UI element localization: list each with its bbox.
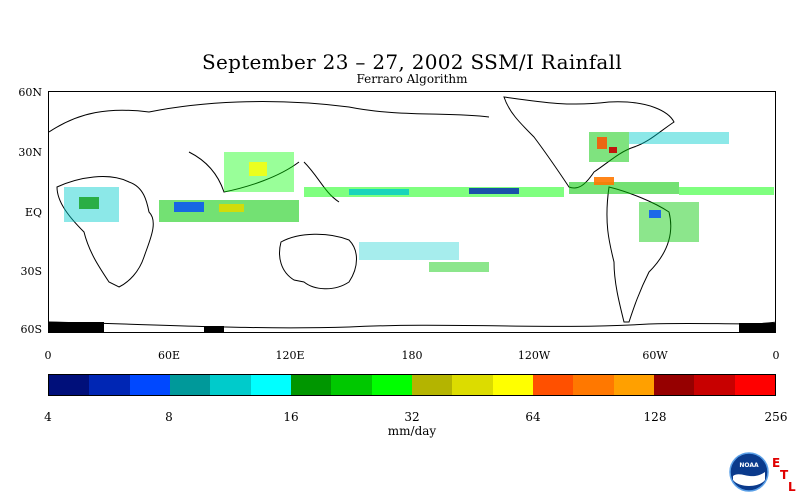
colorbar-swatch [210,375,251,395]
colorbar-swatch [411,375,453,395]
lat-label-30s: 30S [20,265,42,278]
colorbar-swatch [129,375,170,395]
colorbar-tick-4: 4 [44,410,52,424]
colorbar-swatch [653,375,695,395]
rainfall-map [48,91,776,333]
rainfall-colorbar [48,374,776,396]
colorbar-units: mm/day [387,424,437,438]
colorbar-swatch [492,375,533,395]
colorbar-tick-32: 32 [404,410,420,424]
lat-label-60s: 60S [20,323,42,336]
colorbar-swatch [169,375,211,395]
logo-letter-e: E [772,456,781,470]
lon-label-0-right: 0 [772,349,780,362]
colorbar-swatch [734,375,775,395]
colorbar-swatch [89,375,130,395]
colorbar-tick-256: 256 [764,410,788,424]
colorbar-tick-64: 64 [525,410,541,424]
lon-label-60e: 60E [157,349,181,362]
rain-bands [49,132,775,332]
lon-label-60w: 60W [642,349,668,362]
colorbar-swatch [331,375,372,395]
logo-agency-text: NOAA [739,462,759,469]
colorbar-tick-128: 128 [643,410,667,424]
colorbar-swatch [250,375,291,395]
colorbar-swatch [290,375,332,395]
map-title: September 23 – 27, 2002 SSM/I Rainfall [201,50,623,74]
colorbar-swatch [49,375,90,395]
colorbar-tick-16: 16 [283,410,299,424]
lon-label-180: 180 [401,349,423,362]
lat-label-eq: EQ [24,206,42,219]
lon-label-120w: 120W [517,349,551,362]
colorbar-swatch [613,375,654,395]
lon-label-120e: 120E [275,349,305,362]
map-canvas [49,96,775,332]
lat-label-30n: 30N [18,146,42,159]
colorbar-swatch [532,375,574,395]
logo-letter-t: T [780,468,789,482]
lon-label-0: 0 [44,349,52,362]
colorbar-swatch [694,375,735,395]
colorbar-swatch [573,375,614,395]
lat-label-60n: 60N [18,86,42,99]
noaa-logo-icon: NOAA [729,452,769,492]
colorbar-tick-8: 8 [165,410,173,424]
colorbar-swatch [452,375,493,395]
map-subtitle: Ferraro Algorithm [356,72,468,86]
colorbar-swatch [371,375,412,395]
logo-letter-l: L [788,480,796,494]
